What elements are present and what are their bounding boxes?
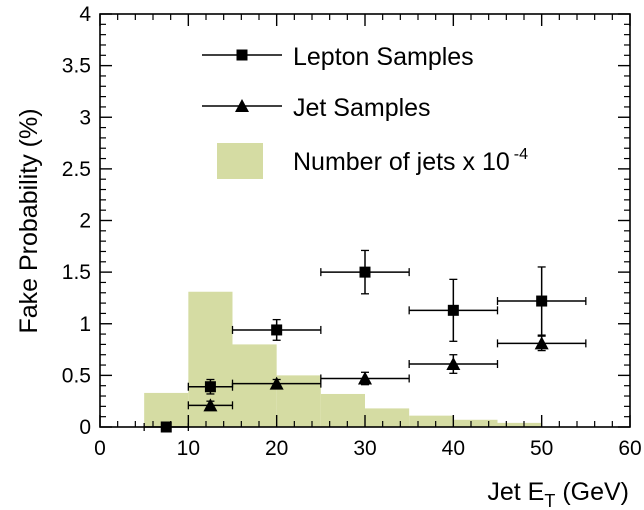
legend-label-histogram: Number of jets x 10 -4 <box>293 146 528 176</box>
legend-label-jet: Jet Samples <box>293 94 431 122</box>
data-point-triangle <box>203 398 218 412</box>
data-point-square <box>447 304 459 316</box>
data-point-square <box>160 421 172 433</box>
x-axis-label-unit: (GeV) <box>555 478 629 506</box>
y-tick-label: 0 <box>79 416 91 439</box>
data-point-triangle <box>269 376 284 390</box>
series-jet <box>187 335 587 412</box>
data-point-triangle <box>534 336 549 350</box>
x-tick-label: 60 <box>618 437 641 460</box>
legend-square-marker-icon <box>236 49 248 61</box>
y-tick-label: 2 <box>79 210 91 233</box>
y-tick-label: 2.5 <box>62 158 91 181</box>
x-tick-label: 40 <box>442 437 465 460</box>
y-tick-label: 0.5 <box>62 364 91 387</box>
histogram-bar <box>409 415 454 427</box>
histogram-bar <box>497 422 542 427</box>
legend: Lepton Samples Jet Samples Number of jet… <box>202 43 528 179</box>
x-tick-label: 0 <box>94 437 106 460</box>
data-point-square <box>359 266 371 278</box>
histogram-bar <box>144 392 189 427</box>
data-point-triangle <box>446 357 461 371</box>
x-tick-label: 30 <box>353 437 376 460</box>
x-tick-label: 10 <box>177 437 200 460</box>
y-tick-label: 3 <box>79 106 91 129</box>
y-tick-label: 1 <box>79 313 91 336</box>
series-lepton <box>143 249 587 433</box>
histogram-bar <box>232 344 277 427</box>
data-point-triangle <box>358 371 372 385</box>
histogram-bar <box>365 408 410 427</box>
x-tick-label: 20 <box>265 437 288 460</box>
x-axis-label-main: Jet E <box>487 478 544 506</box>
x-tick-label: 50 <box>530 437 553 460</box>
x-axis-label: Jet ET (GeV) <box>487 478 629 510</box>
legend-histogram-exponent: -4 <box>514 146 528 163</box>
series-layer <box>143 249 587 433</box>
plot-frame <box>99 13 631 428</box>
axes-layer: 0 10 20 30 40 50 60 0 0.5 1 1.5 2 2.5 3 3.5 4 <box>62 3 642 460</box>
y-tick-label: 3.5 <box>62 55 91 78</box>
y-tick-label: 4 <box>79 3 91 26</box>
data-point-square <box>204 381 216 393</box>
legend-triangle-marker-icon <box>235 99 249 112</box>
histogram-bar <box>320 393 365 427</box>
data-point-square <box>271 324 283 336</box>
x-axis-label-subscript: T <box>544 491 555 510</box>
legend-histogram-name: Number of jets x 10 <box>293 148 510 176</box>
legend-item-jet: Jet Samples <box>202 94 431 122</box>
y-axis-label: Fake Probability (%) <box>15 108 43 333</box>
legend-histogram-swatch <box>217 143 263 179</box>
data-point-square <box>536 295 548 307</box>
legend-item-lepton: Lepton Samples <box>202 43 474 71</box>
legend-item-histogram: Number of jets x 10 -4 <box>217 143 528 179</box>
histogram-bar <box>453 419 498 427</box>
legend-label-lepton: Lepton Samples <box>293 43 474 71</box>
histogram-layer <box>144 291 542 427</box>
y-tick-label: 1.5 <box>62 261 91 284</box>
